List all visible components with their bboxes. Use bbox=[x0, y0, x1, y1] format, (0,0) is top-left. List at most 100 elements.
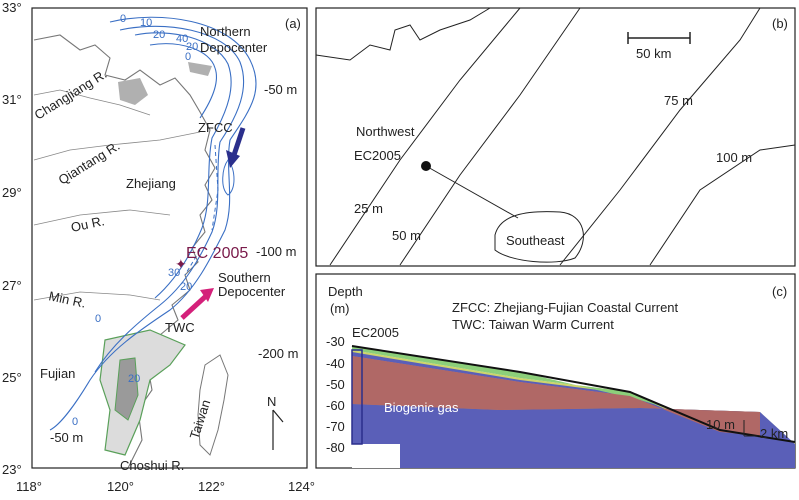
label-northwest: Northwest bbox=[356, 124, 415, 139]
current-zfcc: ZFCC bbox=[198, 120, 233, 135]
isopach-label: 40 bbox=[176, 33, 188, 45]
isopach-label: 20 bbox=[180, 281, 192, 293]
isopach-label: 10 bbox=[140, 17, 152, 29]
isopach-label: 30 bbox=[168, 267, 180, 279]
label-ec2005: EC2005 bbox=[354, 148, 401, 163]
lon-tick: 122° bbox=[198, 479, 225, 494]
isopach-contour bbox=[94, 25, 245, 373]
isobath-75 bbox=[559, 7, 761, 266]
twc-arrowhead bbox=[200, 288, 214, 302]
isopach-contour bbox=[49, 16, 257, 431]
southern-depocenter-2: Depocenter bbox=[218, 284, 286, 299]
scale-horizontal: 2 km bbox=[760, 426, 788, 441]
dark-mud bbox=[114, 357, 139, 421]
depth-label: -50 m bbox=[50, 430, 83, 445]
zfcc-arrowhead bbox=[226, 150, 240, 168]
panel-b-letter: (b) bbox=[772, 16, 788, 31]
core-label: EC2005 bbox=[352, 325, 399, 340]
isopach-labels: 0 10 20 40 0 20 30 20 0 20 0 bbox=[72, 13, 198, 428]
core-star-icon: ✦ bbox=[175, 256, 187, 272]
legend-twc: TWC: Taiwan Warm Current bbox=[452, 317, 614, 332]
isopach-label: 0 bbox=[120, 13, 126, 25]
region-zhejiang: Zhejiang bbox=[126, 176, 176, 191]
lat-tick: 25° bbox=[2, 370, 22, 385]
isopach-label: 20 bbox=[153, 29, 165, 41]
northern-depocenter-1: Northern bbox=[200, 24, 251, 39]
panel-c: -30 -40 -50 -60 -70 -80 Depth (m) EC2005… bbox=[315, 273, 796, 469]
river-ou: Ou R. bbox=[70, 213, 106, 235]
river-line bbox=[33, 131, 201, 161]
y-label-depth: Depth bbox=[328, 284, 363, 299]
current-twc: TWC bbox=[165, 320, 195, 335]
legend-zfcc: ZFCC: Zhejiang-Fujian Coastal Current bbox=[452, 300, 679, 315]
depth-label: -100 m bbox=[256, 244, 296, 259]
panel-a-letter: (a) bbox=[285, 16, 301, 31]
core-column bbox=[351, 349, 363, 445]
island-outline bbox=[494, 211, 584, 263]
label-75m: 75 m bbox=[664, 93, 693, 108]
seabed-line bbox=[351, 345, 796, 443]
panel-c-letter: (c) bbox=[772, 284, 787, 299]
depth-label: -50 m bbox=[264, 82, 297, 97]
label-100m: 100 m bbox=[716, 150, 752, 165]
isopach-label: 20 bbox=[128, 373, 140, 385]
blue-base bbox=[352, 404, 795, 468]
north-arrow-head bbox=[272, 409, 284, 423]
y-tick: -60 bbox=[326, 398, 345, 413]
isopach-contour bbox=[149, 43, 218, 119]
river-line bbox=[33, 209, 171, 226]
southern-depocenter-1: Southern bbox=[218, 270, 271, 285]
coastline bbox=[315, 7, 491, 61]
panel-b: 50 km (b) Northwest EC2005 25 m 50 m 75 … bbox=[315, 7, 796, 267]
isobath-25 bbox=[329, 7, 521, 266]
lat-tick: 29° bbox=[2, 185, 22, 200]
isopach-label: 0 bbox=[185, 51, 191, 63]
isopach-label: 20 bbox=[186, 41, 198, 53]
isopach-label: 0 bbox=[72, 416, 78, 428]
isopach-label: 0 bbox=[95, 313, 101, 325]
lake bbox=[118, 78, 148, 105]
label-25m: 25 m bbox=[354, 201, 383, 216]
core-point bbox=[421, 161, 431, 171]
core-label: EC 2005 bbox=[186, 245, 248, 262]
y-tick: -30 bbox=[326, 334, 345, 349]
lon-tick: 118° bbox=[16, 479, 42, 494]
lat-ticks: 33° 31° 29° 27° 25° 23° bbox=[2, 0, 22, 477]
north-label: N bbox=[267, 394, 276, 409]
twc-arrow bbox=[180, 294, 208, 320]
isopach-contour bbox=[134, 32, 232, 299]
isopach-dashed bbox=[184, 144, 219, 276]
y-tick: -70 bbox=[326, 419, 345, 434]
gas-label: Biogenic gas bbox=[384, 400, 459, 415]
profile-line bbox=[425, 165, 519, 219]
panel-b-frame bbox=[315, 7, 796, 267]
y-tick: -80 bbox=[326, 440, 345, 455]
lat-tick: 31° bbox=[2, 92, 22, 107]
river-line bbox=[33, 89, 151, 116]
isobath-50 bbox=[399, 7, 581, 266]
y-ticks: -30 -40 -50 -60 -70 -80 bbox=[326, 334, 345, 455]
label-50m: 50 m bbox=[392, 228, 421, 243]
depth-label: -200 m bbox=[258, 346, 298, 361]
panel-a-frame bbox=[31, 7, 308, 469]
panel-a: ✦ 33° 31° 29° 27° 25° 23° 118° 120° 122°… bbox=[2, 0, 315, 494]
lon-ticks: 118° 120° 122° 124° bbox=[16, 479, 315, 494]
y-tick: -40 bbox=[326, 356, 345, 371]
lon-tick: 120° bbox=[107, 479, 134, 494]
lat-tick: 27° bbox=[2, 278, 22, 293]
region-fujian: Fujian bbox=[40, 366, 75, 381]
y-label-unit: (m) bbox=[330, 301, 350, 316]
blank-box bbox=[352, 444, 400, 468]
zfcc-arrow bbox=[231, 127, 246, 156]
label-southeast: Southeast bbox=[506, 233, 565, 248]
taiwan-outline bbox=[197, 354, 229, 456]
scale-label: 50 km bbox=[636, 46, 671, 61]
gas-zone bbox=[352, 356, 760, 436]
lat-tick: 23° bbox=[2, 462, 22, 477]
lat-tick: 33° bbox=[2, 0, 22, 15]
scale-vertical: 10 m bbox=[706, 417, 735, 432]
isobath-100 bbox=[649, 144, 796, 266]
northern-depocenter-2: Depocenter bbox=[200, 40, 268, 55]
river-line bbox=[33, 291, 161, 301]
